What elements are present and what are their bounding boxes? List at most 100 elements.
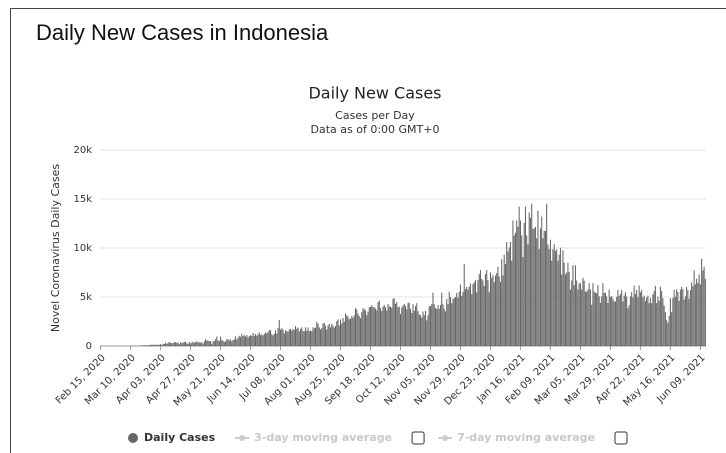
bar <box>357 314 358 346</box>
bar <box>269 330 270 346</box>
legend-label: Daily Cases <box>144 431 216 444</box>
bar <box>313 327 314 346</box>
chart-title: Daily New Cases <box>308 84 441 103</box>
bar <box>496 273 497 346</box>
bar <box>587 289 588 346</box>
bar <box>414 311 415 346</box>
bar <box>495 276 496 346</box>
bar <box>541 217 542 346</box>
bar <box>416 303 417 346</box>
bar <box>261 334 262 346</box>
bar <box>611 296 612 346</box>
bar <box>211 344 212 346</box>
bar <box>184 342 185 346</box>
bar <box>409 303 410 346</box>
bar <box>450 297 451 346</box>
bar <box>451 303 452 346</box>
bar <box>686 287 687 346</box>
bar <box>331 324 332 346</box>
bar <box>604 293 605 346</box>
bar <box>143 345 144 346</box>
bar <box>271 334 272 346</box>
bar <box>213 341 214 346</box>
bar <box>595 293 596 346</box>
bar <box>400 314 401 346</box>
bar <box>585 292 586 346</box>
bar <box>646 297 647 346</box>
bar <box>539 249 540 346</box>
bar <box>667 323 668 346</box>
bar <box>345 314 346 346</box>
bar <box>475 280 476 346</box>
bar <box>561 274 562 346</box>
bar <box>500 282 501 346</box>
bar <box>665 312 666 346</box>
bar <box>160 344 161 346</box>
bar <box>471 294 472 346</box>
bar <box>295 326 296 346</box>
bar <box>407 303 408 346</box>
legend-checkbox[interactable] <box>412 432 424 444</box>
legend-checkbox[interactable] <box>615 432 627 444</box>
bar <box>233 340 234 346</box>
bar <box>396 302 397 346</box>
bar <box>208 341 209 346</box>
bar <box>381 311 382 346</box>
bar <box>447 304 448 346</box>
bar <box>554 244 555 346</box>
bar <box>362 308 363 346</box>
bar <box>597 285 598 346</box>
bar <box>645 301 646 346</box>
bar <box>384 305 385 346</box>
bar <box>193 342 194 346</box>
bar <box>552 249 553 346</box>
bar <box>382 307 383 346</box>
bar <box>140 345 141 346</box>
bar <box>560 248 561 346</box>
bar <box>181 343 182 346</box>
y-tick-label: 20k <box>73 145 92 156</box>
bar <box>206 340 207 346</box>
bar <box>684 300 685 346</box>
bar <box>234 339 235 346</box>
bar <box>329 324 330 346</box>
bar <box>316 322 317 346</box>
bar <box>515 233 516 346</box>
bar <box>434 304 435 346</box>
bar <box>173 343 174 346</box>
bar <box>299 331 300 346</box>
bar <box>225 341 226 346</box>
bar <box>616 297 617 346</box>
bar <box>534 228 535 346</box>
bar <box>387 304 388 346</box>
bar <box>452 299 453 346</box>
bar <box>352 318 353 346</box>
bar <box>367 312 368 346</box>
bar <box>395 304 396 346</box>
bar <box>223 341 224 346</box>
bar <box>294 330 295 346</box>
bar <box>248 338 249 346</box>
bar <box>151 345 152 346</box>
bar <box>153 345 154 346</box>
bar <box>161 345 162 346</box>
bar <box>328 325 329 346</box>
bar <box>390 307 391 346</box>
bar <box>580 283 581 346</box>
bar <box>221 340 222 346</box>
bar <box>656 303 657 346</box>
bar <box>229 341 230 346</box>
bar <box>376 310 377 346</box>
bar <box>266 333 267 346</box>
bar <box>615 301 616 346</box>
bar <box>165 343 166 346</box>
bar <box>704 267 705 346</box>
legend-marker <box>442 435 448 441</box>
bar <box>509 248 510 346</box>
bar <box>380 308 381 346</box>
bar <box>542 238 543 346</box>
bar <box>639 285 640 346</box>
bar <box>430 306 431 346</box>
bar <box>472 284 473 346</box>
